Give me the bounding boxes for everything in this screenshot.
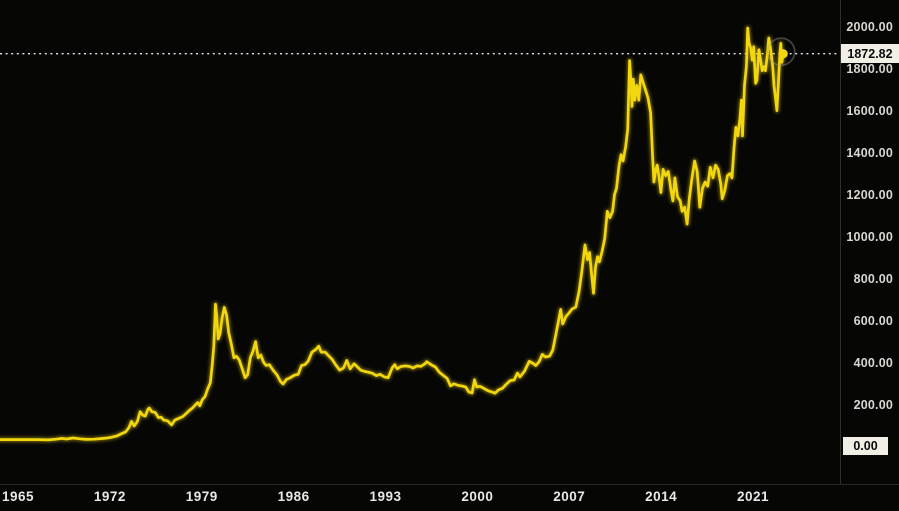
last-point-dot — [778, 49, 788, 59]
price-tick-label: 2000.00 — [846, 20, 893, 34]
price-tick-label: 1000.00 — [846, 230, 893, 244]
price-tick-label: 1800.00 — [846, 62, 893, 76]
price-tick-label: 400.00 — [853, 356, 893, 370]
price-line-glow — [0, 25, 786, 443]
last-price-label: 1872.82 — [841, 44, 899, 64]
time-tick-label: 1972 — [93, 489, 126, 504]
time-tick-label: 2000 — [461, 489, 494, 504]
time-tick-label: 1986 — [277, 489, 310, 504]
price-tick-label: 1600.00 — [846, 104, 893, 118]
last-point-ring — [766, 37, 796, 67]
time-tick-label: 2021 — [736, 489, 770, 504]
price-tick-label: 1400.00 — [846, 146, 893, 160]
price-tick-label: 800.00 — [853, 272, 893, 286]
price-tick-label: 200.00 — [853, 398, 893, 412]
time-tick-label: 2014 — [645, 489, 678, 504]
zero-price-label: 0.00 — [843, 437, 888, 455]
time-tick-label: 1965 — [1, 489, 35, 504]
price-tick-label: 600.00 — [853, 314, 893, 328]
time-tick-label: 1993 — [369, 489, 402, 504]
time-tick-label: 1979 — [185, 489, 218, 504]
price-line — [0, 26, 785, 442]
price-tick-label: 1200.00 — [846, 188, 893, 202]
time-tick-label: 2007 — [553, 489, 586, 504]
